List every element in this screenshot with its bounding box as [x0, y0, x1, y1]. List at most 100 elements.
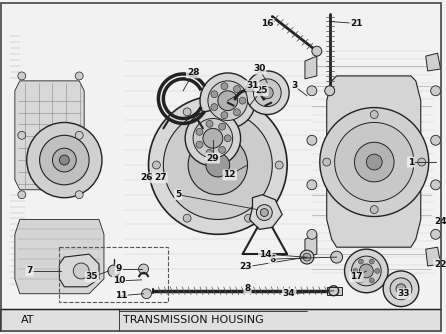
Text: 29: 29 — [206, 154, 219, 163]
Circle shape — [234, 109, 240, 116]
Circle shape — [75, 191, 83, 199]
Text: 3: 3 — [291, 81, 297, 90]
Circle shape — [218, 91, 238, 111]
Circle shape — [149, 96, 287, 234]
Circle shape — [370, 111, 378, 119]
Circle shape — [369, 278, 374, 283]
Polygon shape — [15, 219, 104, 294]
Circle shape — [234, 86, 240, 93]
Circle shape — [431, 135, 441, 145]
Circle shape — [418, 158, 426, 166]
Circle shape — [183, 108, 191, 116]
Circle shape — [370, 206, 378, 213]
Circle shape — [139, 264, 149, 274]
Text: 35: 35 — [86, 273, 98, 282]
Circle shape — [307, 229, 317, 239]
Polygon shape — [426, 53, 441, 71]
Circle shape — [359, 278, 363, 283]
Polygon shape — [15, 81, 84, 190]
Circle shape — [59, 155, 69, 165]
Circle shape — [383, 271, 419, 307]
Text: 12: 12 — [223, 170, 236, 179]
Circle shape — [219, 146, 226, 153]
Polygon shape — [305, 56, 317, 79]
Circle shape — [256, 205, 272, 220]
Circle shape — [359, 264, 373, 278]
Circle shape — [275, 161, 283, 169]
Circle shape — [431, 86, 441, 96]
Circle shape — [431, 180, 441, 190]
Circle shape — [396, 284, 406, 294]
Text: 10: 10 — [113, 276, 125, 285]
Circle shape — [300, 250, 314, 264]
Circle shape — [75, 72, 83, 80]
Circle shape — [359, 259, 363, 264]
Polygon shape — [5, 29, 129, 299]
Circle shape — [351, 256, 381, 286]
Text: 14: 14 — [259, 249, 272, 259]
Text: 17: 17 — [350, 273, 363, 282]
Circle shape — [312, 46, 322, 56]
Text: 31: 31 — [246, 81, 259, 90]
Circle shape — [366, 154, 382, 170]
Circle shape — [163, 111, 272, 219]
Text: 24: 24 — [434, 217, 446, 226]
Circle shape — [244, 214, 252, 222]
Text: 6: 6 — [269, 255, 275, 264]
Circle shape — [208, 81, 248, 121]
Text: 27: 27 — [154, 173, 167, 182]
Circle shape — [369, 259, 374, 264]
Circle shape — [206, 153, 230, 177]
Text: 8: 8 — [244, 284, 251, 293]
Circle shape — [185, 111, 240, 166]
Circle shape — [221, 83, 228, 90]
Circle shape — [53, 148, 76, 172]
Text: 21: 21 — [350, 19, 363, 28]
Circle shape — [390, 278, 412, 300]
Text: 5: 5 — [175, 190, 182, 199]
Circle shape — [261, 87, 273, 99]
Circle shape — [260, 209, 268, 216]
Polygon shape — [426, 247, 441, 266]
Circle shape — [219, 123, 226, 130]
Text: 22: 22 — [434, 260, 446, 269]
Circle shape — [203, 128, 223, 148]
Circle shape — [141, 289, 152, 299]
Text: TRANSMISSION HOUSING: TRANSMISSION HOUSING — [123, 315, 264, 325]
Circle shape — [307, 180, 317, 190]
Text: 34: 34 — [283, 289, 295, 298]
Circle shape — [18, 191, 26, 199]
Bar — [59, 247, 168, 302]
Polygon shape — [307, 36, 436, 287]
Polygon shape — [305, 234, 317, 257]
Circle shape — [330, 251, 343, 263]
Circle shape — [40, 135, 89, 185]
Polygon shape — [327, 287, 342, 295]
Circle shape — [108, 265, 120, 277]
Text: 25: 25 — [255, 86, 268, 95]
Circle shape — [323, 158, 330, 166]
Circle shape — [334, 123, 414, 202]
Circle shape — [206, 149, 213, 156]
Circle shape — [193, 119, 233, 158]
Circle shape — [18, 131, 26, 139]
Text: 9: 9 — [116, 265, 122, 274]
Circle shape — [355, 142, 394, 182]
Circle shape — [244, 108, 252, 116]
Circle shape — [345, 249, 388, 293]
Circle shape — [239, 97, 246, 104]
Circle shape — [153, 161, 161, 169]
Text: 33: 33 — [398, 289, 410, 298]
Circle shape — [431, 229, 441, 239]
Text: 7: 7 — [26, 267, 33, 276]
Text: 16: 16 — [261, 19, 273, 28]
Circle shape — [206, 120, 213, 127]
Polygon shape — [327, 76, 421, 247]
Text: 1: 1 — [408, 158, 414, 167]
Circle shape — [196, 128, 203, 135]
Circle shape — [188, 135, 248, 195]
Text: 11: 11 — [115, 291, 127, 300]
Circle shape — [200, 73, 256, 128]
Circle shape — [196, 141, 203, 148]
Polygon shape — [59, 254, 99, 287]
